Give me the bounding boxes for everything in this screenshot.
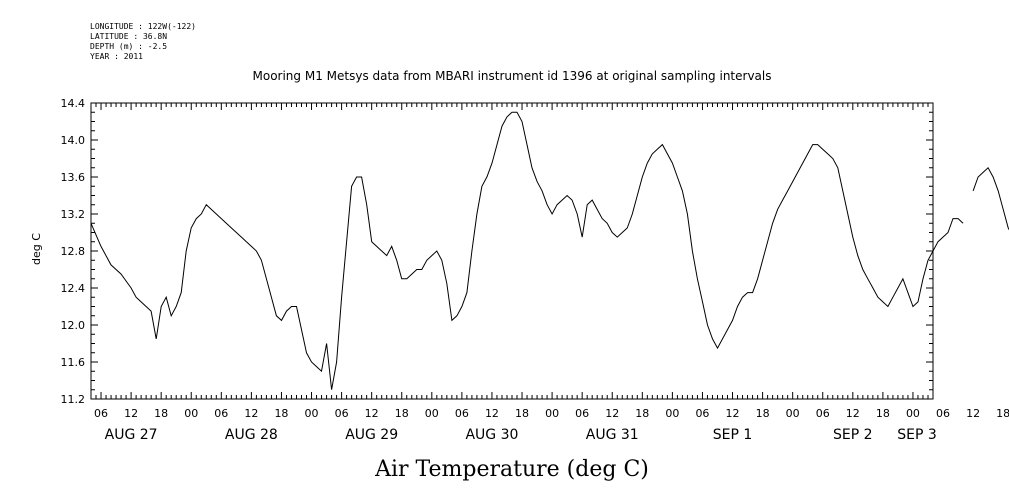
x-hour-tick-label: 00 [545,407,559,420]
x-hour-tick-label: 00 [786,407,800,420]
x-hour-tick-label: 00 [184,407,198,420]
meta-year: YEAR : 2011 [90,52,143,61]
x-hour-tick-label: 06 [94,407,108,420]
x-date-label: SEP 3 [897,427,937,443]
x-hour-tick-label: 06 [695,407,709,420]
x-hour-tick-label: 00 [305,407,319,420]
x-hour-tick-label: 12 [966,407,980,420]
x-hour-tick-label: 12 [124,407,138,420]
y-axis-label: deg C [30,233,43,265]
y-tick-label: 11.6 [61,356,86,369]
x-hour-tick-label: 06 [335,407,349,420]
y-axis-ticks: 11.2 11.6 12.0 12.4 12.8 13.2 13.6 14.0 14.4 [61,97,933,406]
x-axis-label: Air Temperature (deg C) [374,457,649,482]
x-axis-ticks: 06 12 18 00 06 12 18 00 06 12 18 00 06 12 18 00 06 12 18 00… [90,103,1009,443]
metadata-block: LONGITUDE : 122W(-122) LATITUDE : 36.8N … [90,22,196,61]
x-hour-tick-label: 18 [635,407,649,420]
x-hour-tick-label: 12 [846,407,860,420]
y-tick-label: 12.0 [61,319,86,332]
x-hour-tick-label: 12 [485,407,499,420]
meta-depth: DEPTH (m) : -2.5 [90,42,167,51]
x-hour-tick-label: 00 [665,407,679,420]
x-date-label: AUG 29 [345,427,398,443]
x-hour-tick-label: 06 [575,407,589,420]
x-hour-tick-label: 12 [365,407,379,420]
plot-frame [90,102,934,400]
x-hour-tick-label: 12 [726,407,740,420]
y-tick-label: 11.2 [61,393,86,406]
x-hour-tick-label: 06 [214,407,228,420]
y-tick-label: 13.6 [61,171,86,184]
chart-title: Mooring M1 Metsys data from MBARI instru… [253,69,772,83]
x-hour-tick-label: 18 [756,407,770,420]
x-hour-tick-label: 06 [455,407,469,420]
series-line-segment [90,111,964,390]
x-hour-tick-label: 00 [425,407,439,420]
x-date-label: AUG 27 [105,427,158,443]
x-hour-tick-label: 18 [154,407,168,420]
x-hour-tick-label: 18 [876,407,890,420]
x-hour-tick-label: 00 [906,407,920,420]
x-hour-tick-label: 12 [244,407,258,420]
x-hour-tick-label: 18 [996,407,1009,420]
x-date-label: SEP 1 [713,427,753,443]
y-tick-label: 12.8 [61,245,86,258]
y-tick-label: 14.0 [61,134,86,147]
x-date-label: AUG 30 [465,427,518,443]
x-hour-tick-label: 06 [816,407,830,420]
x-date-label: AUG 31 [586,427,639,443]
x-hour-tick-label: 06 [936,407,950,420]
x-date-label: AUG 28 [225,427,278,443]
meta-latitude: LATITUDE : 36.8N [90,32,167,41]
x-hour-tick-label: 18 [274,407,288,420]
y-tick-label: 12.4 [61,282,86,295]
meta-longitude: LONGITUDE : 122W(-122) [90,22,196,31]
series-line-segment [972,166,1009,231]
x-hour-tick-label: 18 [395,407,409,420]
y-tick-label: 14.4 [61,97,86,110]
y-tick-label: 13.2 [61,208,86,221]
x-hour-tick-label: 18 [515,407,529,420]
x-date-label: SEP 2 [833,427,873,443]
x-hour-tick-label: 12 [605,407,619,420]
series-layer [90,111,1009,390]
